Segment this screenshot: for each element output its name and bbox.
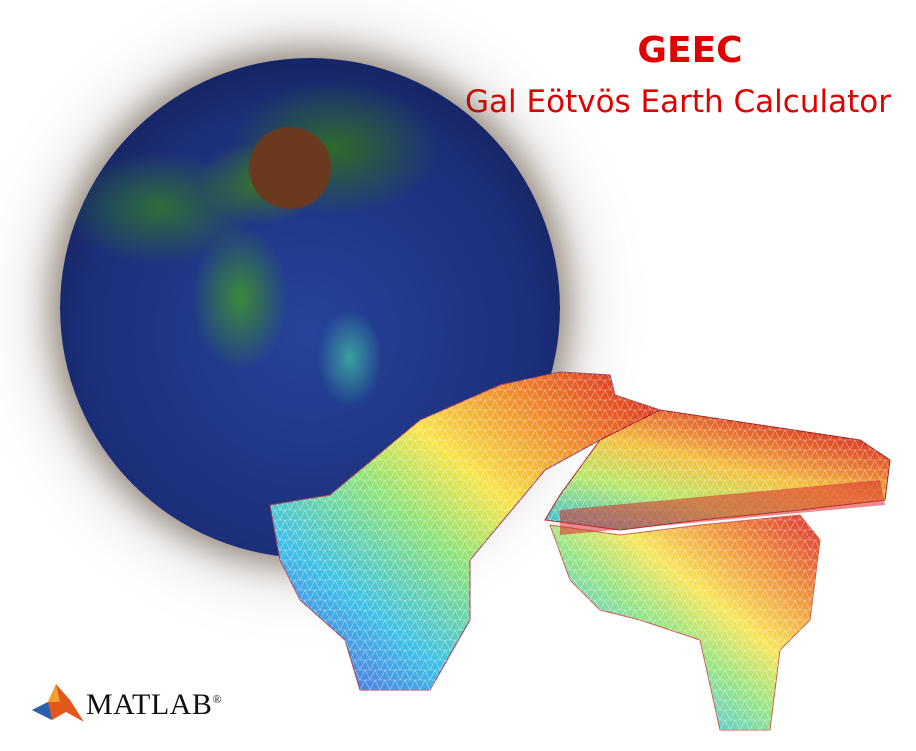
app-title: GEEC — [637, 30, 743, 71]
matlab-wordmark: MATLAB — [86, 688, 213, 721]
trademark-mark: ® — [212, 692, 222, 706]
app-subtitle: Gal Eötvös Earth Calculator — [465, 84, 891, 120]
matlab-logo-icon — [32, 684, 84, 722]
matlab-logo-text: MATLAB® — [86, 688, 222, 722]
